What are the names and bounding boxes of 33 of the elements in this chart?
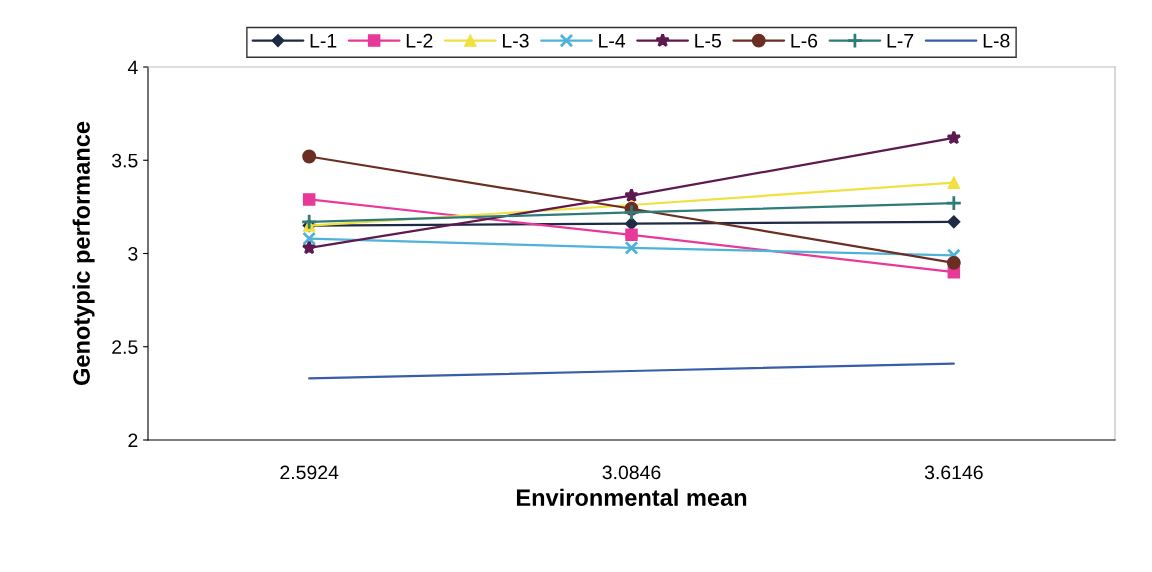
point xyxy=(301,240,317,255)
point xyxy=(302,193,316,206)
y-tick-label: 4 xyxy=(127,60,138,75)
point xyxy=(302,231,317,246)
legend-label: L-3 xyxy=(503,33,529,48)
legend-label: L-7 xyxy=(887,34,914,48)
legend-label: L-4 xyxy=(599,34,626,48)
legend-label: L-5 xyxy=(695,34,722,48)
legend-label: L-1 xyxy=(310,34,337,48)
point xyxy=(624,217,639,231)
point xyxy=(624,240,639,255)
point xyxy=(945,194,963,212)
x-tick-label: 3.6146 xyxy=(924,465,983,480)
point xyxy=(946,255,961,270)
point xyxy=(623,204,640,221)
y-tick-label: 2.5 xyxy=(112,340,138,354)
y-tick-label: 3.5 xyxy=(111,153,138,168)
point xyxy=(946,130,962,145)
point xyxy=(300,213,318,231)
point xyxy=(947,215,961,229)
legend-label: L-8 xyxy=(983,33,1010,48)
legend-label: L-6 xyxy=(791,33,818,48)
legend-label: L-2 xyxy=(406,33,433,48)
point xyxy=(625,228,638,242)
y-axis-title: Genotypic performance xyxy=(72,121,95,386)
y-tick-label: 2 xyxy=(128,433,138,448)
x-tick-label: 3.0846 xyxy=(602,465,661,480)
point xyxy=(947,176,961,189)
x-axis-title: Environmental mean xyxy=(516,488,747,507)
y-tick-label: 3 xyxy=(128,246,138,261)
x-tick-label: 2.5924 xyxy=(280,465,339,480)
point xyxy=(624,188,639,203)
point xyxy=(302,149,317,164)
